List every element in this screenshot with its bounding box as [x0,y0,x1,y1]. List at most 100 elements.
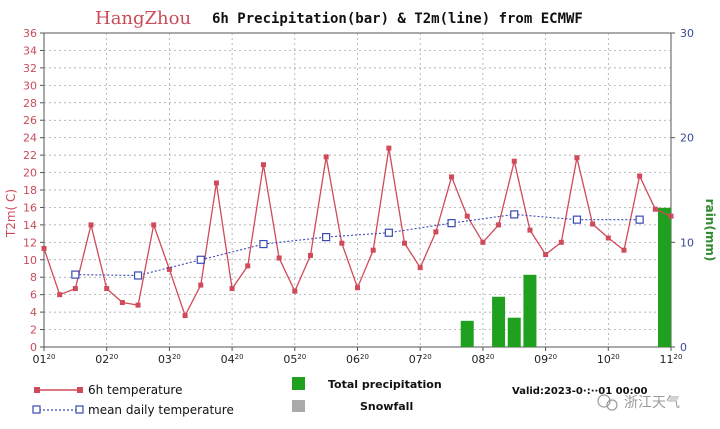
temp-6h-point [386,145,392,151]
watermark-text: 浙江天气 [624,395,680,411]
temp-6h-point [245,263,251,269]
precip-bar [507,317,521,347]
watermark: 浙江天气 [597,394,680,411]
temp-6h-point [213,180,219,186]
precipitation-bars [460,207,671,347]
temp-6h-point [402,240,408,246]
temp-6h-point [527,227,533,233]
x-tick-label: 0120 [33,353,56,366]
legend-temp-label: 6h temperature [88,383,182,397]
legend-snow-label: Snowfall [360,400,413,413]
temp-6h-point [558,239,564,245]
wechat-icon-bubble [606,399,618,411]
left-tick-label: 2 [30,324,37,337]
left-tick-label: 32 [23,62,37,75]
legend-mean-label: mean daily temperature [88,403,234,417]
grid-lines [44,33,671,347]
temp-6h-point [307,252,313,258]
x-tick-label: 0920 [534,353,557,366]
temp-mean-point [133,271,143,280]
temp-6h-point [464,213,470,219]
temp-6h-point [151,222,157,228]
x-tick-label: 0420 [221,353,244,366]
temp-6h-point [41,245,47,251]
temp-6h-point [370,247,376,253]
temp-mean-point [259,239,268,249]
x-tick-label: 0220 [95,353,118,366]
left-tick-label: 20 [23,167,37,180]
left-tick-label: 34 [23,44,37,57]
right-tick-label: 30 [680,27,694,40]
left-tick-label: 22 [23,149,37,162]
temp-6h-point [276,255,282,261]
temp-mean-line [75,213,640,277]
legend-mean-marker-1 [32,405,41,414]
x-tick-label: 0320 [158,353,181,366]
left-tick-label: 0 [30,341,37,354]
temp-6h-point [339,240,345,246]
left-tick-label: 18 [23,184,37,197]
temp-6h-point [135,302,141,308]
temp-mean-point [196,255,205,264]
precip-bar [658,207,671,347]
left-tick-label: 6 [30,289,37,302]
temp-6h-point [166,266,172,272]
temp-mean-point [71,270,80,279]
left-tick-label: 10 [23,254,37,267]
left-tick-label: 16 [23,201,37,214]
temp-mean-point [635,215,644,224]
temp-6h-point [652,206,658,212]
x-tick-label: 1020 [597,353,620,366]
valid-time-label: Valid:2023-0·:··01 00:00 [512,386,648,397]
chart-title-city: HangZhou [95,8,191,29]
left-tick-label: 12 [23,236,37,249]
legend: 6h temperature mean daily temperature To… [32,377,648,417]
temp-6h-point [574,155,580,161]
precip-bar [523,274,537,347]
x-tick-label: 0520 [283,353,306,366]
temp-6h-point [668,213,674,219]
legend-temp-marker-1 [34,387,40,393]
x-tick-label: 1120 [660,353,683,366]
temp-6h-point [621,247,627,253]
temp-6h-point [323,154,329,160]
temp-6h-point [417,265,423,271]
precip-bar [460,320,474,347]
legend-precip-label: Total precipitation [328,378,442,391]
left-tick-label: 30 [23,79,37,92]
left-tick-label: 36 [23,27,37,40]
temp-6h-point [198,282,204,288]
axis-ticks: 0246810121416182022242628303234360102030… [23,27,694,366]
temp-mean-point [447,219,456,228]
chart-title: 6h Precipitation(bar) & T2m(line) from E… [212,11,583,27]
legend-mean-marker-2 [75,405,84,414]
temp-6h-point [260,162,266,168]
legend-snow-swatch [292,400,305,412]
x-tick-label: 0620 [346,353,369,366]
left-tick-label: 28 [23,97,37,110]
temp-6h-point [511,158,517,164]
temp-mean-point [510,210,519,219]
temperature-lines [41,145,674,319]
left-tick-label: 26 [23,114,37,127]
temp-6h-point [590,221,596,227]
right-tick-label: 20 [680,132,694,145]
right-tick-label: 0 [680,341,687,354]
left-tick-label: 8 [30,271,37,284]
x-tick-label: 0720 [409,353,432,366]
temp-6h-point [292,288,298,294]
precip-bar [492,296,506,347]
temp-6h-point [496,222,502,228]
temp-6h-point [119,300,125,306]
temp-6h-point [637,173,643,179]
temp-6h-point [355,285,360,291]
temp-6h-point [88,222,94,228]
temp-6h-point [543,252,549,258]
left-tick-label: 4 [30,306,37,319]
temp-6h-point [182,313,188,319]
left-tick-label: 24 [23,132,37,145]
temp-mean-point [572,215,582,224]
x-tick-label: 0820 [471,353,494,366]
